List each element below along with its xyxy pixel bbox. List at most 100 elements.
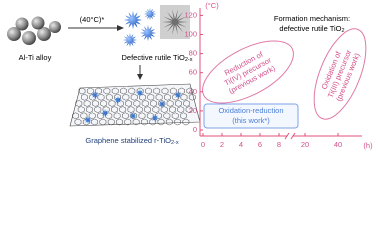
y-tick-label: 80 <box>189 49 197 58</box>
hexagon <box>144 106 151 113</box>
spiky-particle <box>124 11 142 29</box>
x-tick-label: 2 <box>220 140 224 149</box>
hexagon <box>99 118 107 126</box>
y-tick-label: 40 <box>189 87 197 96</box>
hexagon <box>128 87 136 95</box>
hexagon <box>164 93 171 101</box>
spiky-particle <box>114 96 122 104</box>
composite-text: Graphene stabilized r-TiO <box>85 136 171 145</box>
hexagon <box>119 106 127 113</box>
hexagon <box>149 118 157 126</box>
y-tick-label: 100 <box>184 29 197 38</box>
hexagon <box>185 106 193 113</box>
y-tick-label: 20 <box>189 106 197 115</box>
region-ellipse <box>202 40 294 104</box>
spiky-particle <box>129 112 137 120</box>
hexagon <box>125 100 132 107</box>
hexagon <box>138 112 146 120</box>
region-oxidation: Oxidation of Ti(III) precursor (previous… <box>313 28 367 120</box>
hexagon <box>180 93 188 101</box>
hexagon <box>150 100 157 107</box>
product-text: Defective rutile TiO <box>122 53 186 62</box>
hexagon <box>86 87 94 95</box>
condition-label: (40°C)* <box>80 15 105 24</box>
spiky-particles <box>123 8 156 47</box>
hexagon <box>127 106 135 113</box>
hexagon <box>147 93 155 101</box>
spiky-particle <box>84 116 92 124</box>
plot-title-sub: 2 <box>342 28 345 34</box>
spiky-particle <box>123 33 137 47</box>
y-unit: (°C) <box>205 1 219 10</box>
hexagon <box>120 87 127 95</box>
hexagon <box>155 93 163 101</box>
region-box <box>203 103 299 129</box>
composite-sub: 2-x <box>171 140 179 146</box>
plot: (°C) (h) Formation mechanism: defective … <box>184 1 373 150</box>
hexagon <box>75 100 83 107</box>
y-tick-label: 120 <box>184 10 197 19</box>
graphene-sheet <box>69 83 201 127</box>
axis-break <box>284 132 290 140</box>
spiky-particle <box>151 114 159 122</box>
spiky-particle <box>101 109 109 117</box>
x-tick-label: 20 <box>301 140 309 149</box>
composite-label: Graphene stabilized r-TiO2-x <box>85 136 178 146</box>
hexagon <box>108 100 116 107</box>
hexagon <box>161 87 169 95</box>
hexagon <box>155 112 162 120</box>
plot-title-line2: defective rutile TiO2 <box>279 24 344 34</box>
product-label: Defective rutile TiO2-x <box>122 53 193 63</box>
hexagon <box>80 112 88 120</box>
hexagon <box>111 87 119 95</box>
hexagon <box>97 93 105 101</box>
x-unit: (h) <box>363 141 373 150</box>
hexagon <box>92 100 99 107</box>
hexagon <box>163 112 171 120</box>
hexagon <box>171 112 179 120</box>
hexagon <box>88 112 96 120</box>
spiky-particle <box>136 89 144 97</box>
alloy-spheres <box>7 16 61 45</box>
hexagon <box>166 100 174 107</box>
hexagon <box>113 112 121 120</box>
hexagon <box>182 118 190 126</box>
hexagon <box>116 100 124 107</box>
hexagon <box>94 106 102 113</box>
hexagon <box>177 106 185 113</box>
spiky-particle <box>174 91 182 99</box>
alloy-label: Al-Ti alloy <box>19 53 52 62</box>
hexagon <box>107 118 115 126</box>
down-arrow-head <box>137 74 143 80</box>
hexagon <box>141 118 148 126</box>
hexagon <box>186 87 194 95</box>
plot-title-text: defective rutile TiO <box>279 24 341 33</box>
x-tick-label: 4 <box>239 140 243 149</box>
hexagon <box>132 118 140 126</box>
region-ellipse <box>313 28 367 120</box>
hexagon <box>145 87 152 95</box>
hexagon <box>157 118 165 126</box>
x-tick-label: 0 <box>201 140 205 149</box>
hexagon <box>152 106 160 113</box>
hexagon <box>165 118 173 126</box>
hexagon <box>175 100 182 107</box>
hexagon <box>188 93 196 101</box>
region-this-work: Oxidation-reduction (this work*) <box>203 103 299 129</box>
hexagon <box>95 87 102 95</box>
axis-break <box>290 132 296 140</box>
plot-title-line1: Formation mechanism: <box>274 14 350 23</box>
hexagon <box>103 87 111 95</box>
hexagon <box>105 93 113 101</box>
x-tick-label: 6 <box>258 140 262 149</box>
product-sub: 2-x <box>185 57 193 63</box>
hexagon <box>78 87 86 95</box>
hexagon <box>180 112 187 120</box>
hexagon <box>153 87 161 95</box>
spiky-particle <box>158 100 166 108</box>
hexagon <box>130 112 138 120</box>
hexagon <box>111 106 118 113</box>
hexagon <box>141 100 149 107</box>
hexagon <box>133 100 141 107</box>
region-reduction: Reduction of Ti(IV) precursor (previous … <box>202 40 294 104</box>
